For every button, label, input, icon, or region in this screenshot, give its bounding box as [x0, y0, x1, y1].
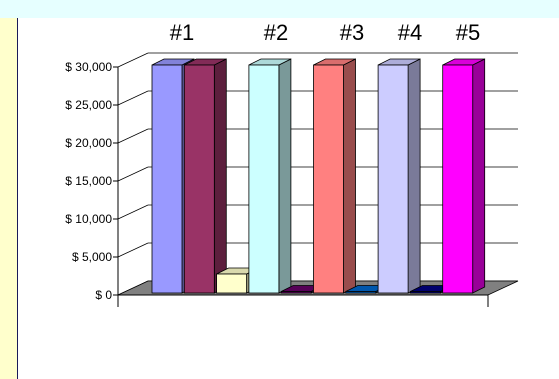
y-tick-label: $ 15,000: [65, 174, 112, 188]
bar: [183, 58, 227, 294]
category-label: #2: [264, 20, 288, 45]
bar-side: [407, 58, 421, 294]
category-label: #4: [398, 20, 422, 45]
category-label: #3: [340, 20, 364, 45]
bar-side: [472, 58, 486, 294]
bar-side: [278, 58, 292, 294]
bar: [248, 58, 292, 294]
bar: [377, 58, 421, 294]
bar-front: [313, 64, 344, 294]
y-tick-label: $ 30,000: [65, 60, 112, 74]
y-tick-label: $ 10,000: [65, 212, 112, 226]
bar-front: [345, 291, 377, 294]
column-labels: #1 #2 #3 #4 #5: [170, 20, 480, 45]
y-tick-label: $ 25,000: [65, 98, 112, 112]
gridline-side: [117, 90, 149, 106]
y-tick-label: $ 20,000: [65, 136, 112, 150]
gridline-side: [117, 166, 149, 182]
bar-side: [343, 58, 356, 294]
category-label: #1: [170, 20, 194, 45]
left-strip: [0, 18, 18, 379]
bar-front: [183, 64, 215, 294]
bar-front: [409, 291, 441, 294]
gridline-side: [117, 52, 149, 68]
gridline-side: [117, 204, 149, 220]
bar-front: [377, 64, 409, 294]
category-label: #5: [456, 20, 480, 45]
top-band: [0, 0, 559, 18]
bar-front: [248, 64, 280, 294]
bar: [442, 58, 486, 294]
bar-side: [213, 58, 227, 294]
bar-front: [151, 64, 183, 294]
gridline-side: [117, 128, 149, 144]
chart-bars: [151, 58, 486, 294]
bar-front: [442, 64, 474, 294]
y-axis: $ 0 $ 5,000 $ 10,000 $ 15,000 $ 20,000 $ 25,0…: [65, 60, 489, 307]
y-tick-label: $ 0: [95, 288, 112, 302]
gridline-side: [117, 242, 149, 258]
bar-front: [280, 291, 312, 294]
y-tick-label: $ 5,000: [72, 250, 112, 264]
bar-front: [216, 273, 248, 294]
bar: [313, 58, 356, 294]
